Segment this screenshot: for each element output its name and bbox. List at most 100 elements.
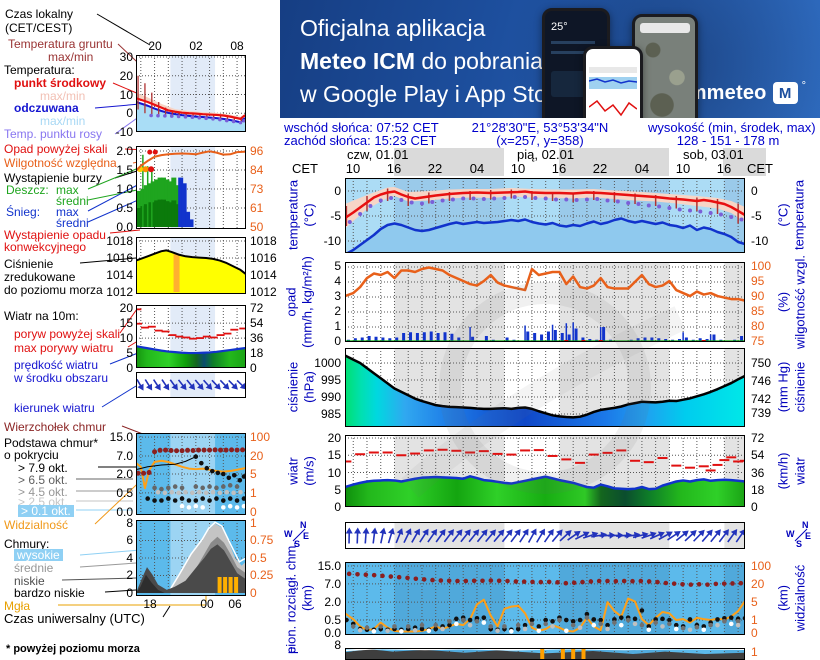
legend-okta-01: > 0.1 okt. (18, 505, 74, 517)
wind-ticks-left-3: 5 (334, 483, 341, 497)
mini-visibility-ticks-1: 20 (250, 449, 264, 463)
wind-panel (345, 435, 745, 507)
mini-hours-top-1: 02 (189, 39, 203, 53)
legend-clouds-low: niskie (14, 574, 45, 588)
wind-ticks-left-2: 10 (327, 466, 341, 480)
mini-humidity-ticks-3: 61 (250, 201, 264, 215)
humidity-ticks-right-5: 75 (751, 334, 765, 348)
opad-ticks-left-0: 5 (334, 259, 341, 273)
temp-ticks-left-1: -5 (330, 209, 341, 223)
mini-humidity-ticks-4: 50 (250, 220, 264, 234)
opad-ticks-left-3: 2 (334, 304, 341, 318)
opad-ticks-left-2: 3 (334, 289, 341, 303)
compass-s: S (796, 539, 803, 549)
legend-mini-wind-chart (136, 305, 246, 368)
mini-humidity-ticks-0: 96 (250, 144, 264, 158)
cet-label-right: CET (747, 161, 773, 176)
banner-text[interactable]: Oficjalna aplikacja Meteo ICM do pobrani… (300, 12, 567, 111)
legend-cloud-top: Wierzchołek chmur (4, 420, 107, 434)
hour-labels-8: 10 (675, 161, 691, 176)
banner-line-3: w Google Play i App Store (300, 81, 568, 107)
mini-opad-ticks-2: 1.0 (116, 182, 133, 196)
hour-labels-9: 16 (716, 161, 732, 176)
hour-labels-4: 10 (510, 161, 526, 176)
legend-convective-2: konwekcyjnego (4, 240, 87, 254)
legend-okta-45: > 4.5 okt. (18, 485, 68, 499)
mini-clouds-ticks-4: 0 (126, 586, 133, 600)
grid-xy-info: (x=257, y=358) (496, 133, 584, 148)
opad-axis-label: opad (283, 287, 299, 317)
mini-cloud-ticks-2: 2.0 (116, 467, 133, 481)
cloud-ticks-left-2: 2.0 (324, 595, 341, 609)
legend-pressure-2: zredukowane (4, 270, 76, 284)
mini-clouds-ticks-1: 6 (126, 533, 133, 547)
mini-pressure-ticks-right-2: 1014 (250, 268, 277, 282)
cloud-base-visibility-panel (345, 562, 745, 635)
icmmeteo-m-badge: M (772, 82, 798, 104)
mini-temp-ticks-1: 20 (119, 69, 133, 83)
legend-temp-mid: punkt środkowy (14, 76, 107, 90)
legend-clouds-very-low: bardzo niskie (14, 586, 85, 600)
clouds-tick-left: 8 (334, 638, 341, 652)
legend-clouds-header: Chmury: (4, 537, 50, 551)
legend-wind-header: Wiatr na 10m: (4, 309, 79, 323)
mmhg-ticks-right-3: 739 (751, 406, 772, 420)
legend-max-gusts: max porywy wiatru (14, 341, 114, 355)
mini-temp-ticks-0: 30 (119, 50, 133, 64)
mini-opad-ticks-0: 2.0 (116, 144, 133, 158)
hour-labels-0: 10 (345, 161, 361, 176)
temp-axis-unit-right: (°C) (775, 203, 791, 227)
mini-wind-ticks-4: 0 (126, 361, 133, 375)
legend-gust-over-scale: poryw powyżej skali (14, 327, 121, 341)
temperature-panel (345, 178, 745, 253)
temp-axis-unit-left: (°C) (301, 203, 317, 227)
mmhg-axis-label: ciśnienie (792, 361, 808, 413)
icmmeteo-degree-mark: ° (801, 80, 806, 92)
compass-w: W (284, 529, 293, 539)
mini-cover-ticks-2: 0.5 (250, 551, 267, 565)
hour-labels-5: 16 (551, 161, 567, 176)
mini-wind-ticks-1: 15 (119, 316, 133, 330)
banner-line-2-rest: do pobrania (415, 48, 543, 74)
mini-humidity-ticks-1: 84 (250, 163, 264, 177)
hour-labels-3: 04 (469, 161, 485, 176)
pressure-panel (345, 348, 745, 427)
legend-clouds-mid: średnie (14, 561, 54, 575)
opad-ticks-left-4: 1 (334, 319, 341, 333)
legend-local-time-1: Czas lokalny (5, 7, 74, 21)
mini-cloud-ticks-0: 15.0 (109, 430, 133, 444)
wind-axis-unit-left: (m/s) (301, 456, 317, 486)
mini-humidity-ticks-2: 73 (250, 182, 264, 196)
legend-mini-temperature-chart (136, 55, 246, 132)
precipitation-humidity-panel (345, 262, 745, 342)
temp-ticks-left-0: 0 (334, 184, 341, 198)
legend-local-time-2: (CET/CEST) (5, 21, 73, 35)
humidity-axis-unit: (%) (775, 291, 791, 313)
legend-mini-cloud-base-chart (136, 433, 246, 515)
day-labels-1: pią, 02.01 (517, 147, 575, 162)
mini-hours-top-0: 20 (148, 39, 162, 53)
legend-snow-max: max (56, 205, 79, 219)
wind-direction-panel (345, 522, 745, 549)
mini-hours-bottom-2: 06 (228, 597, 242, 611)
legend-rain-avg: średni (56, 194, 89, 208)
mini-pressure-ticks-right-3: 1012 (250, 285, 277, 299)
kmh-axis-unit: (km/h) (775, 452, 791, 490)
cloud-axis-unit: (km) (299, 585, 315, 611)
legend-humidity: Wilgotność względna (4, 156, 117, 170)
cloud-ticks-left-3: 0.5 (324, 613, 341, 627)
kmh-ticks-right-2: 36 (751, 466, 765, 480)
legend-pressure-1: Ciśnienie (4, 257, 54, 271)
compass-rose-left: N W E S (284, 520, 312, 549)
kmh-ticks-right-3: 18 (751, 483, 765, 497)
opad-axis-unit: (mm/h, kg/m²/h) (299, 256, 315, 348)
mini-wind-ticks-0: 20 (119, 301, 133, 315)
legend-mini-pressure-chart (136, 237, 246, 294)
pressure-ticks-left-2: 990 (320, 390, 341, 404)
humidity-ticks-right-2: 90 (751, 289, 765, 303)
banner-app-name: Meteo ICM (300, 48, 415, 74)
app-banner[interactable]: Oficjalna aplikacja Meteo ICM do pobrani… (280, 0, 820, 118)
mini-hours-bottom-0: 18 (143, 597, 157, 611)
mmhg-ticks-right-0: 750 (751, 356, 772, 370)
mini-pressure-ticks-left-3: 1012 (106, 285, 133, 299)
